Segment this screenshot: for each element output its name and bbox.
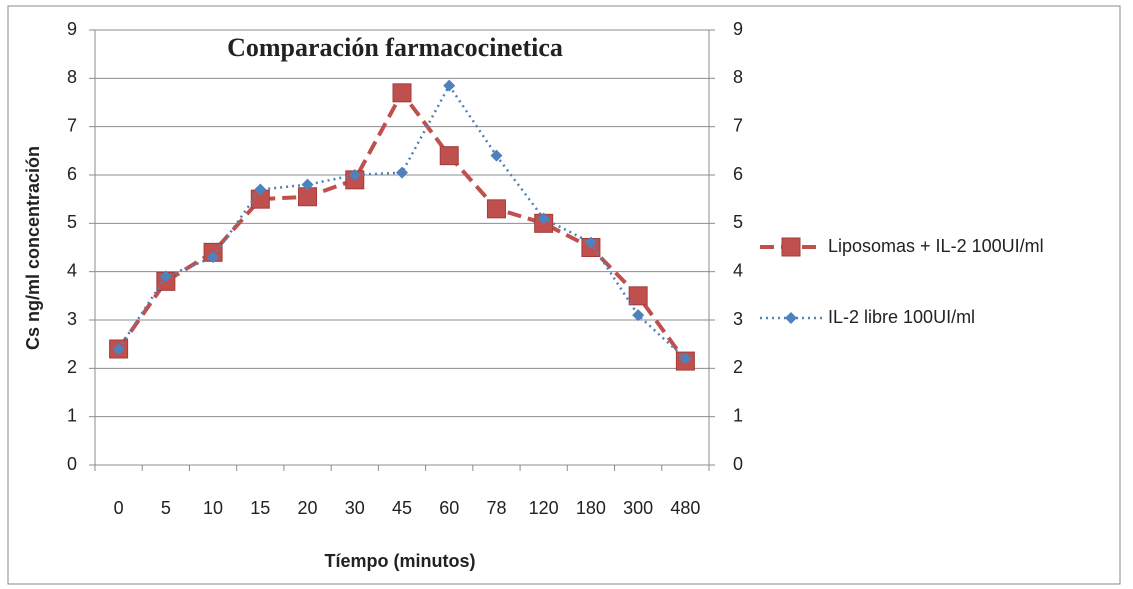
y2-tick-label: 1: [733, 405, 743, 425]
x-tick-label: 60: [439, 498, 459, 518]
y2-tick-label: 8: [733, 67, 743, 87]
y-tick-label: 7: [67, 115, 77, 135]
x-tick-label: 45: [392, 498, 412, 518]
x-tick-label: 78: [486, 498, 506, 518]
x-tick-label: 5: [161, 498, 171, 518]
y2-tick-label: 9: [733, 19, 743, 39]
legend-label: Liposomas + IL-2 100UI/ml: [828, 236, 1044, 256]
chart-title: Comparación farmacocinetica: [227, 33, 563, 62]
x-tick-label: 15: [250, 498, 270, 518]
y-tick-label: 5: [67, 212, 77, 232]
marker: [490, 149, 503, 162]
y-tick-label: 9: [67, 19, 77, 39]
marker: [254, 183, 267, 196]
marker: [159, 270, 172, 283]
y-tick-label: 8: [67, 67, 77, 87]
chart-frame: [7, 5, 1121, 585]
y2-tick-label: 3: [733, 309, 743, 329]
marker: [392, 83, 412, 103]
marker: [207, 251, 220, 264]
y2-tick-label: 7: [733, 115, 743, 135]
x-tick-label: 120: [529, 498, 559, 518]
marker: [632, 309, 645, 322]
marker: [486, 199, 506, 219]
marker: [443, 79, 456, 92]
x-tick-label: 300: [623, 498, 653, 518]
marker: [439, 146, 459, 166]
x-tick-label: 10: [203, 498, 223, 518]
y-tick-label: 1: [67, 405, 77, 425]
marker: [348, 169, 361, 181]
x-tick-label: 30: [345, 498, 365, 518]
y2-tick-label: 4: [733, 260, 743, 280]
x-axis-label: Tíempo (minutos): [325, 551, 476, 571]
y-tick-label: 2: [67, 357, 77, 377]
y-tick-label: 6: [67, 164, 77, 184]
x-tick-label: 480: [670, 498, 700, 518]
marker: [584, 236, 597, 249]
marker: [301, 178, 314, 191]
y-tick-label: 4: [67, 260, 77, 280]
x-tick-label: 20: [298, 498, 318, 518]
marker: [628, 286, 648, 306]
y-axis-label: Cs ng/ml concentración: [23, 146, 43, 350]
legend-label: IL-2 libre 100UI/ml: [828, 307, 975, 327]
legend-marker: [781, 237, 801, 257]
y2-tick-label: 5: [733, 212, 743, 232]
y-tick-label: 3: [67, 309, 77, 329]
y-tick-label: 0: [67, 454, 77, 474]
marker: [679, 352, 692, 365]
y2-tick-label: 6: [733, 164, 743, 184]
x-tick-label: 180: [576, 498, 606, 518]
y2-tick-label: 0: [733, 454, 743, 474]
legend-marker: [785, 312, 797, 324]
marker: [112, 343, 125, 355]
x-tick-label: 0: [114, 498, 124, 518]
marker: [396, 166, 408, 179]
marker: [537, 212, 550, 225]
y2-tick-label: 2: [733, 357, 743, 377]
